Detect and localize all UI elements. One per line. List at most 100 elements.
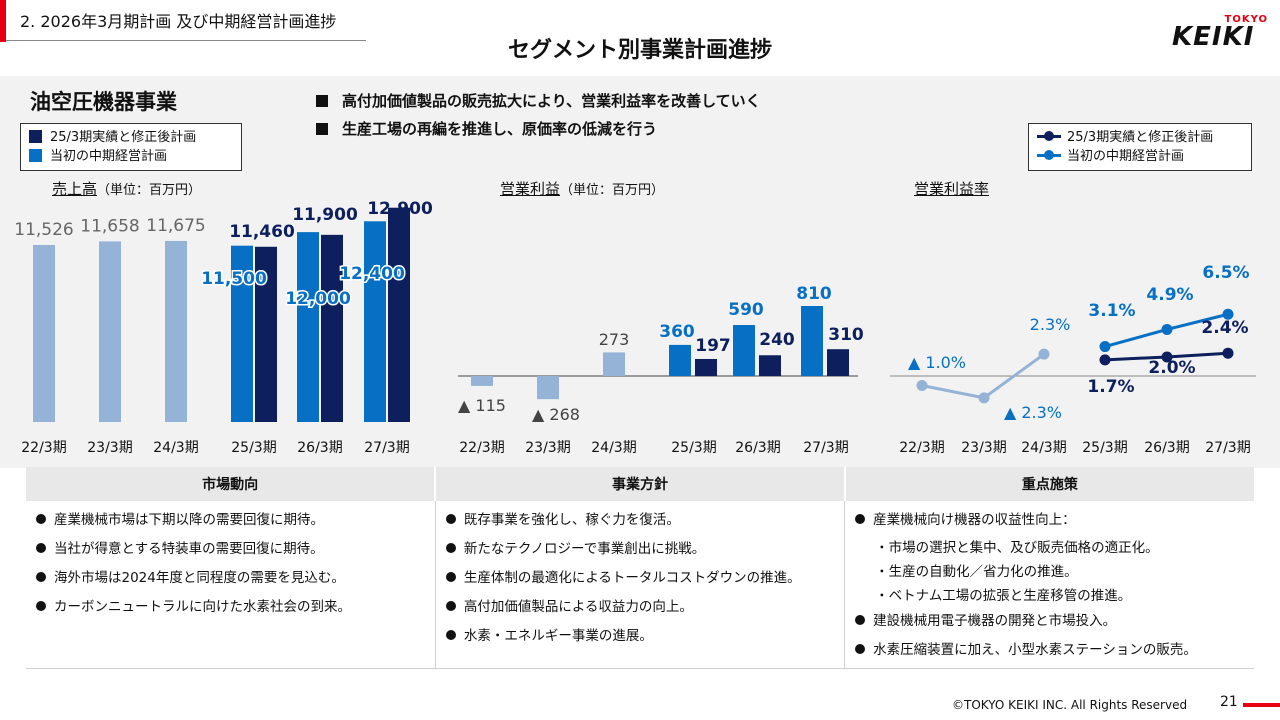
sales-bar-plan	[297, 232, 319, 422]
profit-value-label: 273	[599, 330, 630, 349]
bullet-dot-icon	[36, 514, 46, 524]
sales-bar-plan	[231, 245, 253, 422]
blue-swatch-icon	[29, 149, 42, 162]
sales-bar-revised	[321, 234, 343, 422]
x-tick-label: 24/3期	[591, 440, 636, 456]
x-tick-label: 25/3期	[1082, 440, 1127, 456]
margin-point-revised	[1161, 351, 1173, 363]
sales-revised-label: 11,460	[229, 222, 295, 242]
profit-plan-label: 590	[728, 300, 764, 320]
profit-bar-plan	[733, 325, 755, 376]
segment-title: 油空圧機器事業	[30, 90, 177, 114]
profit-bar-revised	[695, 358, 717, 376]
market-trend-cell: 産業機械市場は下期以降の需要回復に期待。 当社が得意とする特装車の需要回復に期待…	[26, 501, 436, 669]
legend-entry-revised: 25/3期実績と修正後計画	[1037, 128, 1243, 147]
section-underline	[6, 40, 366, 41]
square-bullet-icon	[316, 123, 328, 135]
bar-legend: 25/3期実績と修正後計画 当初の中期経営計画	[20, 123, 242, 171]
slide-title: セグメント別事業計画進捗	[507, 38, 772, 63]
list-item: 建設機械用電子機器の開発と市場投入。	[855, 610, 1246, 639]
margin-revised-label: 2.0%	[1148, 358, 1195, 378]
sales-plan-label: 12,000	[285, 289, 351, 309]
margin-value-label: ▲ 2.3%	[1004, 403, 1062, 422]
header-key-measures: 重点施策	[843, 467, 1254, 501]
sales-value-label: 11,526	[14, 220, 73, 240]
margin-point-actual	[978, 392, 990, 404]
sales-bar-revised	[255, 246, 277, 422]
margin-point-plan	[1099, 341, 1111, 353]
x-tick-label: 22/3期	[899, 440, 944, 456]
bullet-item: 高付加価値製品の販売拡大により、営業利益率を改善していく	[316, 90, 761, 118]
margin-plan-label: 3.1%	[1088, 301, 1135, 321]
x-tick-label: 23/3期	[525, 440, 570, 456]
profit-bar-actual	[603, 352, 625, 376]
list-item: 当社が得意とする特装車の需要回復に期待。	[36, 538, 427, 567]
profit-revised-label: 310	[828, 325, 864, 345]
charts-canvas: 11,526 11,658 11,675 11,500 12,000 12,400 11,4…	[14, 199, 1256, 456]
bullet-dot-icon	[445, 514, 456, 524]
x-tick-label: 22/3期	[459, 440, 504, 456]
list-item: 生産体制の最適化によるトータルコストダウンの推進。	[445, 567, 836, 596]
bullet-dot-icon	[36, 543, 46, 553]
dark-line-marker-icon	[1037, 130, 1061, 142]
header-market-trend: 市場動向	[26, 467, 436, 501]
margin-point-revised	[1222, 347, 1234, 359]
x-tick-label: 22/3期	[21, 440, 66, 456]
x-tick-label: 24/3期	[153, 440, 198, 456]
list-item: 水素・エネルギー事業の進展。	[445, 625, 836, 654]
profit-bar-revised	[827, 349, 849, 376]
profit-bar-plan	[801, 306, 823, 376]
x-tick-label: 27/3期	[364, 440, 409, 456]
bullet-dot-icon	[36, 601, 46, 611]
margin-plan-label: 4.9%	[1146, 285, 1193, 305]
profit-bar-revised	[759, 355, 781, 376]
bullet-dot-icon	[855, 615, 866, 625]
copyright: ©TOKYO KEIKI INC. All Rights Reserved	[952, 698, 1188, 712]
x-tick-label: 24/3期	[1021, 440, 1066, 456]
sub-list-item: ・市場の選択と集中、及び販売価格の適正化。	[875, 540, 1159, 556]
sales-revised-label: 12,900	[367, 199, 433, 219]
sales-bar-actual	[33, 244, 55, 422]
bullet-item: 生産工場の再編を推進し、原価率の低減を行う	[316, 118, 761, 146]
profit-plan-label: 810	[796, 284, 832, 304]
dark-swatch-icon	[29, 130, 42, 143]
bullet-dot-icon	[36, 572, 46, 582]
sales-value-label: 11,658	[80, 216, 139, 236]
blue-line-marker-icon	[1037, 149, 1061, 161]
sales-plan-label: 11,500	[201, 269, 267, 289]
margin-point-actual	[1038, 348, 1050, 360]
logo-keiki: KEIKI	[1172, 22, 1255, 52]
list-item: 高付加価値製品による収益力の向上。	[445, 596, 836, 625]
margin-point-revised	[1099, 354, 1111, 366]
profit-plan-label: 360	[659, 322, 695, 342]
margin-point-plan	[1161, 323, 1173, 335]
profit-revised-label: 240	[759, 330, 795, 350]
margin-plan-label: 6.5%	[1202, 263, 1249, 283]
x-tick-label: 23/3期	[87, 440, 132, 456]
bullet-dot-icon	[445, 630, 456, 640]
bullet-dot-icon	[445, 543, 456, 553]
profit-value-label: ▲ 268	[532, 405, 580, 424]
list-item: 既存事業を強化し、稼ぐ力を復活。	[445, 509, 836, 538]
bullet-dot-icon	[855, 644, 866, 654]
x-tick-label: 25/3期	[231, 440, 276, 456]
bullet-dot-icon	[855, 514, 866, 524]
list-item: 海外市場は2024年度と同程度の需要を見込む。	[36, 567, 427, 596]
profit-bar-plan	[669, 344, 691, 376]
sales-bar-actual	[165, 240, 187, 422]
segment-bullets: 高付加価値製品の販売拡大により、営業利益率を改善していく 生産工場の再編を推進し…	[316, 90, 761, 146]
company-logo: TOKYO KEIKI	[1168, 10, 1272, 52]
bullet-dot-icon	[445, 572, 456, 582]
margin-point-actual	[916, 380, 928, 391]
profit-revised-label: 197	[695, 336, 731, 356]
sales-bar-revised	[388, 207, 410, 422]
section-heading: 2. 2026年3月期計画 及び中期経営計画進捗	[20, 12, 337, 31]
list-item: 産業機械市場は下期以降の需要回復に期待。	[36, 509, 427, 538]
margin-value-label: 2.3%	[1030, 315, 1071, 334]
profit-chart-title: 営業利益（単位：百万円）	[500, 180, 665, 198]
sub-list-item: ・生産の自動化／省力化の推進。	[875, 564, 1078, 580]
page-number: 21	[1220, 694, 1238, 710]
x-tick-label: 27/3期	[1205, 440, 1250, 456]
header-accent-bar	[0, 0, 6, 42]
x-tick-label: 26/3期	[735, 440, 780, 456]
